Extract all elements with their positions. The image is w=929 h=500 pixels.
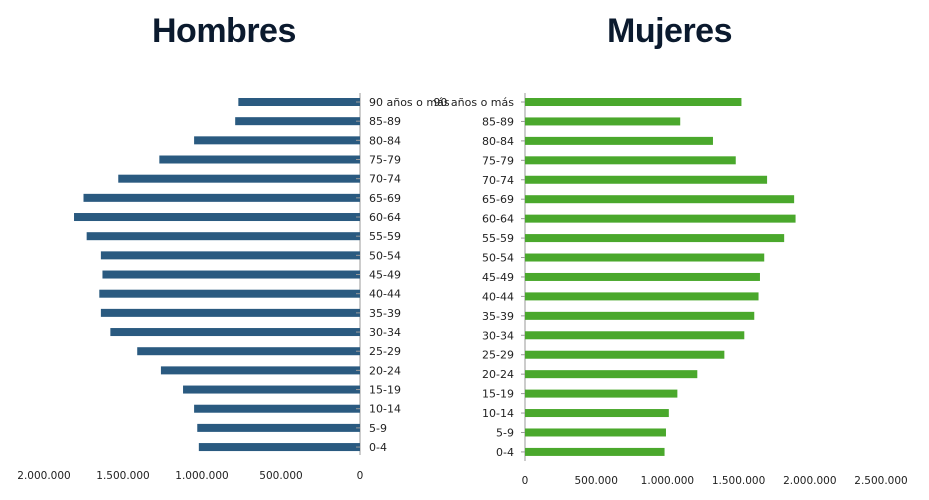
- hombres-bar: [235, 117, 360, 126]
- mujeres-bar: [525, 98, 742, 106]
- mujeres-category-label: 60-64: [482, 213, 514, 226]
- mujeres-category-label: 10-14: [482, 407, 514, 420]
- mujeres-bar: [525, 409, 669, 418]
- mujeres-bar: [525, 389, 678, 398]
- hombres-category-label: 85-89: [369, 115, 401, 128]
- hombres-bar: [137, 347, 360, 356]
- mujeres-chart: 90 años o más 85-89 80-84 75-79 70-74 65-69 60…: [433, 93, 908, 487]
- mujeres-bar: [525, 175, 768, 184]
- hombres-bar: [118, 174, 360, 183]
- hombres-bar: [183, 385, 360, 394]
- hombres-x-tick-label: 2.000.000: [17, 470, 70, 482]
- mujeres-bar: [525, 311, 755, 320]
- hombres-category-label: 65-69: [369, 192, 401, 205]
- hombres-bar: [83, 193, 360, 202]
- mujeres-bar: [525, 370, 698, 379]
- mujeres-category-label: 55-59: [482, 232, 514, 245]
- hombres-category-label: 0-4: [369, 441, 387, 454]
- hombres-bar: [159, 155, 360, 164]
- hombres-bar: [110, 328, 360, 337]
- hombres-category-label: 70-74: [369, 173, 401, 186]
- mujeres-category-label: 80-84: [482, 135, 514, 148]
- hombres-category-label: 15-19: [369, 384, 401, 397]
- hombres-bar: [238, 98, 360, 106]
- hombres-x-tick-label: 500.000: [259, 470, 302, 482]
- hombres-bar: [198, 443, 360, 452]
- hombres-x-tick-label: 1.500.000: [96, 470, 149, 482]
- hombres-category-label: 80-84: [369, 134, 401, 147]
- mujeres-category-label: 20-24: [482, 368, 514, 381]
- mujeres-x-tick-label: 1.500.000: [712, 475, 765, 487]
- hombres-category-label: 45-49: [369, 269, 401, 282]
- hombres-category-label: 20-24: [369, 364, 401, 377]
- hombres-x-tick-label: 0: [357, 470, 364, 482]
- mujeres-bar: [525, 331, 745, 340]
- chart-title-mujeres: Mujeres: [607, 12, 733, 50]
- mujeres-category-label: 30-34: [482, 329, 514, 342]
- hombres-bar: [194, 404, 360, 413]
- mujeres-category-label: 85-89: [482, 115, 514, 128]
- hombres-category-label: 5-9: [369, 422, 387, 435]
- mujeres-bar: [525, 447, 665, 456]
- mujeres-category-label: 70-74: [482, 174, 514, 187]
- hombres-bar: [99, 289, 361, 298]
- hombres-bar: [197, 423, 360, 432]
- hombres-category-label: 25-29: [369, 345, 401, 358]
- hombres-category-label: 35-39: [369, 307, 401, 320]
- hombres-bar: [100, 251, 360, 260]
- hombres-bar: [74, 213, 361, 222]
- hombres-bar: [100, 308, 360, 317]
- hombres-category-label: 30-34: [369, 326, 401, 339]
- hombres-category-label: 10-14: [369, 403, 401, 416]
- mujeres-category-label: 5-9: [496, 426, 514, 439]
- mujeres-x-tick-label: 0: [522, 475, 529, 487]
- mujeres-bar: [525, 117, 681, 126]
- hombres-category-label: 75-79: [369, 154, 401, 167]
- mujeres-x-tick-label: 1.000.000: [641, 475, 694, 487]
- hombres-bar: [102, 270, 361, 279]
- hombres-category-label: 40-44: [369, 288, 401, 301]
- mujeres-bar: [525, 234, 785, 243]
- mujeres-bar: [525, 350, 725, 359]
- mujeres-category-label: 40-44: [482, 290, 514, 303]
- hombres-x-tick-label: 1.000.000: [175, 470, 228, 482]
- mujeres-category-label: 65-69: [482, 193, 514, 206]
- mujeres-category-label: 75-79: [482, 154, 514, 167]
- mujeres-category-label: 15-19: [482, 388, 514, 401]
- mujeres-x-tick-label: 2.000.000: [783, 475, 836, 487]
- hombres-category-label: 50-54: [369, 249, 401, 262]
- mujeres-bar: [525, 253, 765, 262]
- hombres-bar: [194, 136, 360, 145]
- hombres-category-label: 90 años o más: [369, 96, 450, 109]
- mujeres-bar: [525, 292, 759, 301]
- hombres-chart: 90 años o más 85-89 80-84 75-79 70-74 65-69 60…: [17, 93, 450, 482]
- hombres-category-label: 60-64: [369, 211, 401, 224]
- mujeres-category-label: 0-4: [496, 446, 514, 459]
- mujeres-category-label: 25-29: [482, 349, 514, 362]
- mujeres-category-label: 45-49: [482, 271, 514, 284]
- mujeres-x-tick-label: 2.500.000: [854, 475, 907, 487]
- mujeres-x-tick-label: 500.000: [574, 475, 617, 487]
- mujeres-bar: [525, 428, 666, 437]
- mujeres-bar: [525, 272, 760, 281]
- chart-title-hombres: Hombres: [152, 12, 296, 50]
- mujeres-category-label: 90 años o más: [433, 96, 514, 109]
- hombres-bar: [86, 232, 360, 241]
- hombres-bar: [160, 366, 360, 375]
- hombres-category-label: 55-59: [369, 230, 401, 243]
- mujeres-bar: [525, 136, 713, 145]
- mujeres-category-label: 50-54: [482, 252, 514, 265]
- mujeres-bar: [525, 156, 736, 165]
- mujeres-category-label: 35-39: [482, 310, 514, 323]
- mujeres-bar: [525, 214, 796, 223]
- mujeres-bar: [525, 195, 795, 204]
